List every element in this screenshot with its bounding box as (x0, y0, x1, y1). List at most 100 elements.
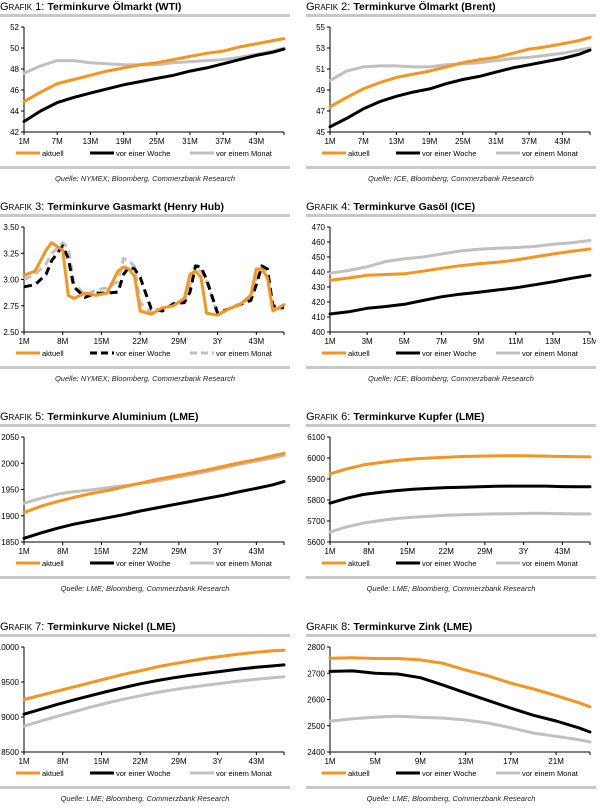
legend-label: vor einer Woche (422, 769, 476, 778)
x-tick-label: 13M (83, 137, 99, 146)
line-chart: 5600 5700 5800 5900 6000 6100 1M 8M 15M 22M 29M 3Y 4… (307, 433, 592, 568)
series-line-vor-einer-woche (328, 273, 592, 316)
chart-number: Grafik 1: (0, 1, 48, 13)
y-tick-label: 2700 (307, 669, 325, 678)
series-line-aktuell (328, 36, 592, 109)
y-tick-label: 2.75 (3, 302, 19, 311)
x-tick-label: 3Y (519, 547, 529, 556)
chart-number: Grafik 6: (306, 411, 354, 423)
chart-number: Grafik 3: (0, 201, 48, 213)
series-line-vor-einem-monat (328, 511, 592, 534)
y-tick-label: 5600 (307, 538, 325, 547)
divider (306, 786, 596, 789)
x-tick-label: 43M (555, 547, 571, 556)
x-tick-label: 1M (18, 757, 29, 766)
line-chart: 1850 1900 1950 2000 2050 1M 8M 15M 22M 29M 3Y 43M ak… (1, 433, 286, 568)
y-tick-label: 3.50 (3, 223, 19, 232)
chart-panel-6: Grafik 6: Terminkurve Kupfer (LME) 5600 57… (306, 410, 596, 593)
chart-title: Grafik 2: Terminkurve Ölmarkt (Brent) (306, 0, 596, 14)
x-tick-label: 7M (52, 137, 63, 146)
y-tick-label: 6000 (307, 454, 325, 463)
series-line-vor-einem-monat (22, 675, 286, 728)
line-chart: 8500 9000 9500 10000 1M 8M 15M 22M 29M 3Y 43M aktue… (0, 643, 286, 778)
legend-label: aktuell (42, 349, 64, 358)
series-line-aktuell (22, 241, 286, 317)
chart-title-text: Terminkurve Ölmarkt (Brent) (353, 1, 496, 13)
legend-label: vor einem Monat (216, 149, 273, 158)
chart-source: Quelle: LME; Bloomberg, Commerzbank Rese… (366, 584, 536, 593)
divider (306, 576, 596, 579)
divider (0, 366, 290, 369)
x-tick-label: 29M (171, 547, 187, 556)
chart-title: Grafik 3: Terminkurve Gasmarkt (Henry Hu… (0, 200, 290, 214)
x-tick-label: 22M (132, 337, 148, 346)
chart-title: Grafik 4: Terminkurve Gasöl (ICE) (306, 200, 596, 214)
y-tick-label: 46 (10, 86, 19, 95)
series-line-aktuell (328, 656, 592, 709)
x-tick-label: 13M (458, 757, 474, 766)
x-tick-label: 37M (521, 137, 537, 146)
divider (0, 424, 290, 427)
chart-title: Grafik 6: Terminkurve Kupfer (LME) (306, 410, 596, 424)
y-tick-label: 450 (312, 253, 326, 262)
x-tick-label: 15M (94, 757, 110, 766)
x-tick-label: 13M (389, 137, 405, 146)
chart-title-text: Terminkurve Zink (LME) (353, 621, 473, 633)
legend-label: vor einer Woche (422, 349, 476, 358)
chart-number: Grafik 2: (306, 1, 354, 13)
y-tick-label: 2600 (307, 696, 325, 705)
chart-title-text: Terminkurve Aluminium (LME) (47, 411, 199, 423)
y-tick-label: 53 (316, 44, 325, 53)
legend-label: aktuell (42, 769, 64, 778)
series-line-vor-einer-woche (328, 669, 592, 734)
chart-panel-7: Grafik 7: Terminkurve Nickel (LME) 8500 90… (0, 620, 290, 803)
x-tick-label: 21M (548, 757, 564, 766)
x-tick-label: 11M (508, 337, 523, 346)
divider (0, 634, 290, 637)
legend-label: aktuell (348, 349, 370, 358)
legend-label: vor einer Woche (116, 769, 170, 778)
legend-label: vor einem Monat (522, 769, 579, 778)
y-tick-label: 42 (10, 128, 19, 137)
y-tick-label: 9000 (1, 713, 19, 722)
x-tick-label: 5M (370, 757, 381, 766)
chart-source: Quelle: LME; Bloomberg, Commerzbank Rese… (60, 794, 230, 803)
y-tick-label: 430 (312, 283, 326, 292)
legend-label: vor einer Woche (116, 559, 170, 568)
y-tick-label: 1950 (1, 486, 19, 495)
series-line-vor-einer-woche (22, 47, 286, 123)
y-tick-label: 48 (10, 65, 19, 74)
x-tick-label: 8M (57, 757, 68, 766)
y-tick-label: 2000 (1, 459, 19, 468)
y-tick-label: 2800 (307, 643, 325, 652)
divider (306, 634, 596, 637)
x-tick-label: 3Y (213, 757, 223, 766)
x-tick-label: 1M (324, 757, 335, 766)
x-tick-label: 17M (503, 757, 519, 766)
divider (0, 214, 290, 217)
divider (0, 786, 290, 789)
divider (0, 166, 290, 169)
chart-source: Quelle: ICE, Bloomberg, Commerzbank Rese… (368, 174, 534, 183)
y-tick-label: 44 (10, 107, 19, 116)
x-tick-label: 29M (171, 757, 187, 766)
series-line-vor-einer-woche (22, 663, 286, 716)
divider (306, 14, 596, 17)
series-line-vor-einem-monat (328, 239, 592, 275)
chart-panel-3: Grafik 3: Terminkurve Gasmarkt (Henry Hu… (0, 200, 290, 383)
x-tick-label: 9M (415, 757, 426, 766)
x-tick-label: 8M (57, 337, 68, 346)
divider (0, 14, 290, 17)
legend-label: vor einem Monat (522, 559, 579, 568)
y-tick-label: 47 (316, 107, 325, 116)
x-tick-label: 1M (18, 337, 29, 346)
chart-title: Grafik 1: Terminkurve Ölmarkt (WTI) (0, 0, 290, 14)
series-line-vor-einer-woche (328, 484, 592, 505)
y-tick-label: 1850 (1, 538, 19, 547)
x-tick-label: 25M (149, 137, 165, 146)
x-tick-label: 31M (488, 137, 504, 146)
x-tick-label: 13M (545, 337, 561, 346)
legend-label: vor einer Woche (422, 149, 476, 158)
divider (306, 424, 596, 427)
series-line-aktuell (328, 454, 592, 476)
